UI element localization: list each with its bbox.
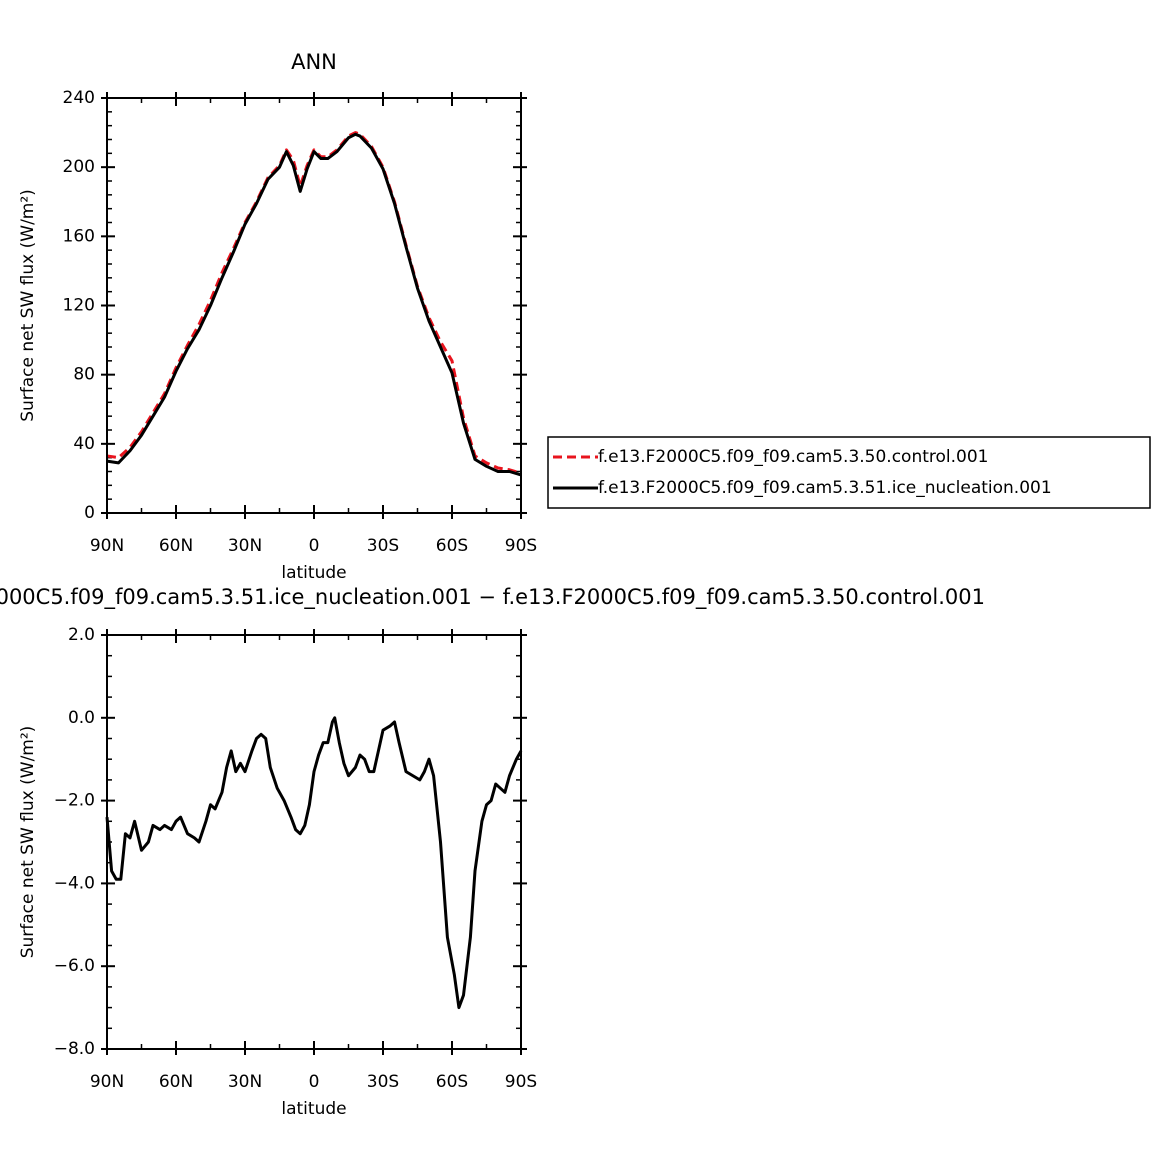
x-tick-label: 0 (309, 1072, 320, 1092)
x-tick-label: 30S (367, 536, 399, 556)
x-tick-label: 90S (505, 536, 537, 556)
x-tick-label: 60N (159, 536, 193, 556)
x-tick-label: 90N (90, 1072, 124, 1092)
y-tick-label: −8.0 (54, 1039, 95, 1059)
y-tick-label: −4.0 (54, 873, 95, 893)
y-tick-label: 0.0 (68, 708, 95, 728)
data-line (105, 716, 523, 1010)
y-tick-label: 2.0 (68, 625, 95, 645)
x-tick-label: 0 (309, 536, 320, 556)
x-tick-label: 30N (228, 536, 262, 556)
x-axis-label: latitude (281, 1099, 346, 1119)
chart-title: f.e13.F2000C5.f09_f09.cam5.3.51.ice_nucl… (0, 585, 985, 610)
y-tick-label: 200 (63, 157, 95, 177)
data-line (106, 132, 522, 477)
y-tick-label: −2.0 (54, 791, 95, 811)
x-tick-label: 30N (228, 1072, 262, 1092)
chart-title: ANN (291, 50, 337, 74)
legend-label: f.e13.F2000C5.f09_f09.cam5.3.50.control.… (598, 447, 989, 467)
y-tick-label: 80 (73, 365, 95, 385)
legend: f.e13.F2000C5.f09_f09.cam5.3.50.control.… (547, 436, 1151, 509)
y-tick-label: 240 (63, 88, 95, 108)
x-tick-label: 60N (159, 1072, 193, 1092)
x-axis-label: latitude (281, 563, 346, 583)
y-tick-label: 120 (63, 296, 95, 316)
x-tick-label: 90N (90, 536, 124, 556)
plot-frame (106, 97, 522, 514)
plot-frame (106, 634, 522, 1050)
y-tick-label: 0 (84, 503, 95, 523)
data-line (106, 131, 522, 475)
x-tick-label: 60S (436, 536, 468, 556)
y-tick-label: 160 (63, 226, 95, 246)
legend-box (547, 436, 1151, 509)
y-axis-label: Surface net SW flux (W/m²) (18, 189, 38, 422)
x-tick-label: 30S (367, 1072, 399, 1092)
x-tick-label: 60S (436, 1072, 468, 1092)
x-tick-label: 90S (505, 1072, 537, 1092)
y-tick-label: −6.0 (54, 956, 95, 976)
y-tick-label: 40 (73, 434, 95, 454)
legend-label: f.e13.F2000C5.f09_f09.cam5.3.51.ice_nucl… (598, 478, 1052, 498)
y-axis-label: Surface net SW flux (W/m²) (18, 726, 38, 959)
